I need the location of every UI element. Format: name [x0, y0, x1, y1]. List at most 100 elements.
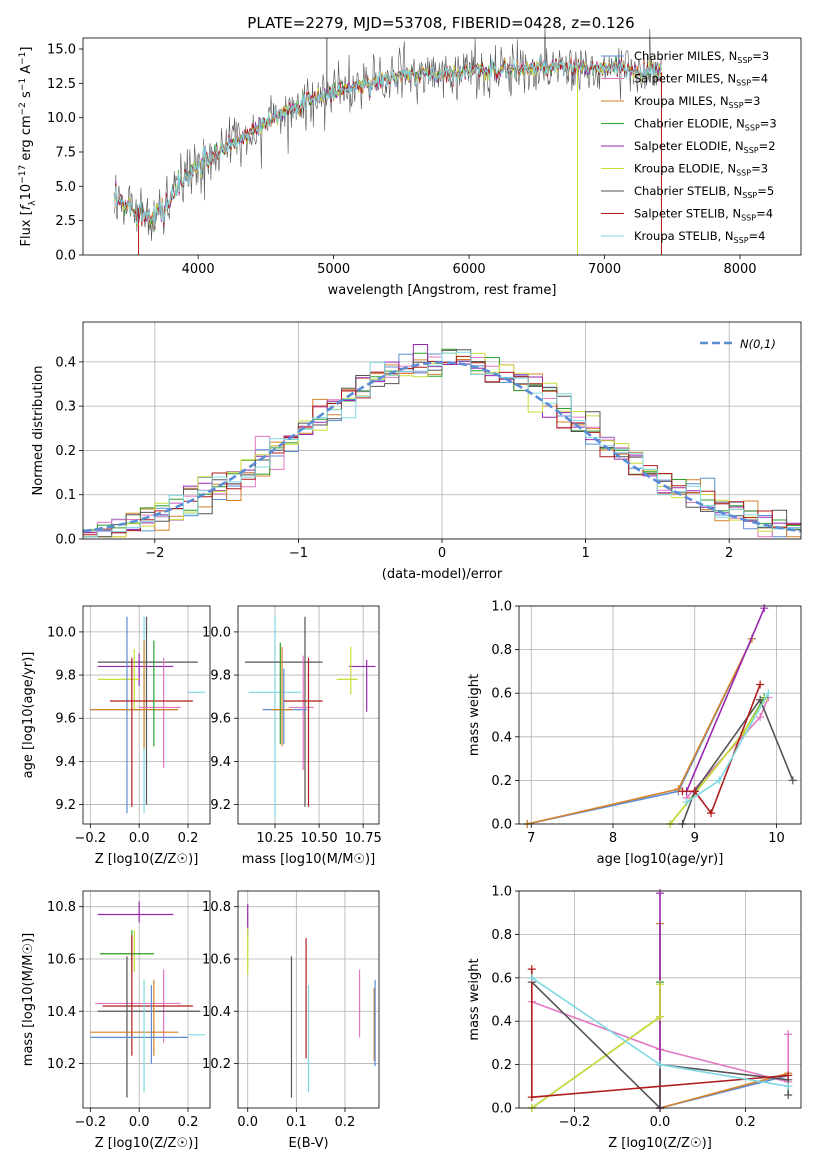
weight-marker — [784, 1082, 793, 1091]
legend-label: Salpeter STELIB, NSSP=4 — [634, 207, 773, 223]
axes-frame — [237, 890, 380, 1109]
y-axis-label: mass weight — [467, 674, 482, 756]
y-tick-label: 0.0 — [491, 1102, 512, 1117]
legend-label: Chabrier ELODIE, NSSP=3 — [634, 117, 777, 133]
weight-marker — [656, 1012, 664, 1021]
axes-frame — [82, 605, 211, 825]
x-tick-label: 10 — [768, 831, 785, 846]
x-tick-label: 4000 — [182, 262, 215, 277]
weight-marker — [784, 1090, 793, 1099]
y-tick-label: 9.6 — [55, 712, 76, 727]
legend-label: Salpeter MILES, NSSP=4 — [634, 72, 768, 88]
weight-marker — [707, 809, 716, 818]
weight-line — [681, 698, 794, 825]
y-tick-label: 9.8 — [210, 669, 231, 684]
x-tick-label: −0.2 — [75, 1115, 107, 1130]
weight-marker — [784, 1030, 793, 1039]
x-axis-label: Z [log10(Z/Z☉)] — [95, 1136, 199, 1151]
axes-frame — [237, 605, 380, 825]
x-axis-label: Z [log10(Z/Z☉)] — [95, 852, 199, 867]
weight-marker — [527, 973, 536, 982]
x-tick-label: 0.2 — [735, 1115, 756, 1130]
x-tick-label: 0.0 — [129, 831, 150, 846]
y-tick-label: 10.0 — [47, 625, 76, 640]
legend-label: Chabrier STELIB, NSSP=5 — [634, 184, 774, 200]
y-tick-label: 1.0 — [491, 885, 512, 900]
age_vs_mass-panel: 10.25 10.50 10.75 9.2 9.4 9.6 9.8 10.0 mass [log… — [202, 605, 382, 867]
y-tick-label: 9.2 — [210, 798, 231, 813]
x-tick-label: 0.0 — [650, 1115, 671, 1130]
y-tick-label: 15.0 — [47, 42, 76, 57]
weight-marker — [756, 695, 765, 704]
x-tick-label: 0.0 — [237, 1115, 258, 1130]
x-tick-label: −0.2 — [559, 1115, 591, 1130]
y-axis-label: Flux [fλ10−17 erg cm−2 s−1 A−1] — [18, 47, 38, 247]
y-tick-label: 2.5 — [55, 214, 76, 229]
age_vs_Z-panel: −0.2 0.0 0.2 9.2 9.4 9.6 9.8 10.0 Z [log10(Z/Z☉)… — [21, 605, 211, 867]
legend-label: N(0,1) — [740, 337, 776, 351]
y-tick-label: 10.0 — [47, 111, 76, 126]
y-tick-label: 0.0 — [55, 533, 76, 548]
weight-marker — [527, 965, 536, 974]
y-tick-label: 10.6 — [202, 952, 231, 967]
axes-frame — [518, 605, 802, 825]
y-tick-label: 0.6 — [491, 687, 512, 702]
weight-marker — [656, 889, 664, 898]
y-tick-label: 5.0 — [55, 180, 76, 195]
y-axis-label: mass [log10(M/M☉)] — [21, 933, 36, 1066]
y-tick-label: 0.4 — [491, 1015, 512, 1030]
y-tick-label: 1.0 — [491, 600, 512, 615]
x-tick-label: 0.2 — [178, 1115, 199, 1130]
y-tick-label: 10.2 — [202, 1057, 231, 1072]
x-axis-label: age [log10(age/yr)] — [597, 852, 724, 867]
legend-label: Salpeter ELODIE, NSSP=2 — [634, 139, 776, 155]
weight-marker — [656, 980, 664, 989]
weight-marker — [715, 776, 724, 785]
weight-marker — [682, 798, 691, 807]
x-tick-label: 10.50 — [300, 831, 337, 846]
legend-label: Chabrier MILES, NSSP=3 — [634, 49, 769, 65]
axes-frame — [82, 890, 211, 1109]
weight-line — [531, 1000, 789, 1084]
mass_vs_Z-panel: −0.2 0.0 0.2 10.2 10.4 10.6 10.8 Z [log10(Z/Z☉)… — [21, 890, 211, 1151]
x-tick-label: 8 — [609, 831, 617, 846]
x-tick-label: −0.2 — [75, 831, 107, 846]
spectrum-line — [113, 55, 662, 227]
y-tick-label: 0.1 — [55, 488, 76, 503]
weight-marker — [756, 680, 765, 689]
y-tick-label: 0.0 — [55, 249, 76, 264]
y-tick-label: 0.8 — [491, 928, 512, 943]
x-tick-label: 0.1 — [286, 1115, 307, 1130]
y-tick-label: 7.5 — [55, 145, 76, 160]
y-tick-label: 10.6 — [47, 952, 76, 967]
y-tick-label: 0.2 — [491, 1058, 512, 1073]
x-tick-label: 8000 — [723, 262, 756, 277]
y-tick-label: 10.8 — [47, 900, 76, 915]
x-tick-label: −1 — [289, 546, 308, 561]
x-axis-label: Z [log10(Z/Z☉)] — [608, 1136, 712, 1151]
x-tick-label: −2 — [145, 546, 164, 561]
y-tick-label: 0.0 — [491, 818, 512, 833]
figure-title: PLATE=2279, MJD=53708, FIBERID=0428, z=0… — [247, 14, 634, 32]
weight_vs_Z-panel: −0.2 0.0 0.2 0.0 0.2 0.4 0.6 0.8 1.0 Z [log10(Z/Z… — [467, 885, 802, 1151]
y-tick-label: 9.4 — [55, 755, 76, 770]
y-axis-label: mass weight — [467, 958, 482, 1040]
x-axis-label: wavelength [Angstrom, rest frame] — [328, 283, 557, 298]
x-tick-label: 0.0 — [129, 1115, 150, 1130]
y-tick-label: 0.4 — [55, 355, 76, 370]
y-tick-label: 0.2 — [491, 774, 512, 789]
axes-frame — [518, 890, 802, 1109]
y-tick-label: 10.4 — [47, 1005, 76, 1020]
x-tick-label: 1 — [581, 546, 589, 561]
weight-marker — [690, 787, 699, 796]
y-tick-label: 9.8 — [55, 669, 76, 684]
y-tick-label: 12.5 — [47, 77, 76, 92]
weight-line — [682, 684, 761, 815]
y-tick-label: 0.4 — [491, 730, 512, 745]
x-tick-label: 0 — [438, 546, 446, 561]
spectrum-panel: 4000 5000 6000 7000 8000 0.0 2.5 5.0 7.5 10.0 12.5… — [18, 24, 802, 298]
weight-marker — [656, 1060, 664, 1069]
axes-frame — [82, 37, 802, 256]
spectrum-line — [113, 24, 662, 241]
